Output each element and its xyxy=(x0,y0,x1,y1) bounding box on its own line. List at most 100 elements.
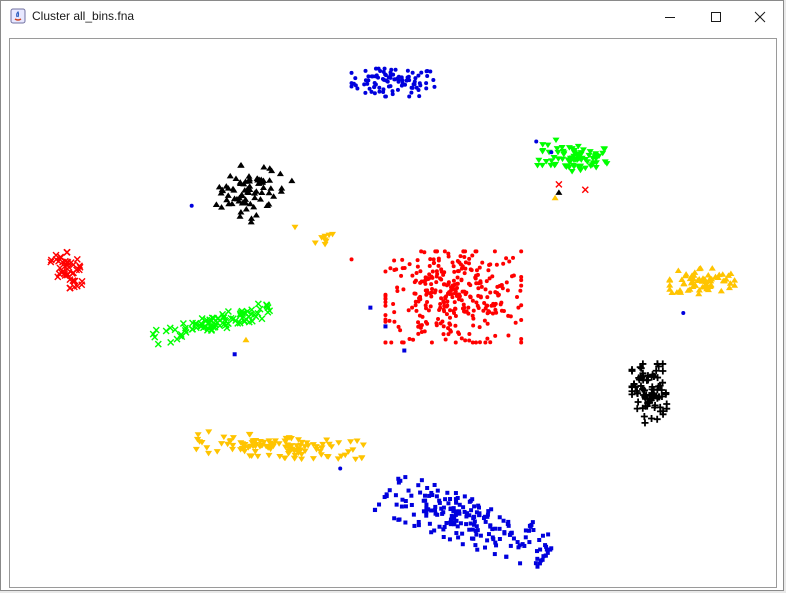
data-point xyxy=(254,300,262,308)
data-point xyxy=(519,274,524,279)
data-point xyxy=(241,448,249,455)
maximize-button[interactable] xyxy=(693,1,739,33)
data-point xyxy=(471,536,476,541)
data-point xyxy=(469,268,474,273)
data-point xyxy=(417,296,422,301)
data-point xyxy=(366,74,371,79)
data-point xyxy=(303,440,311,446)
data-point xyxy=(467,332,472,337)
data-point xyxy=(263,301,271,309)
scatter-plot-panel[interactable] xyxy=(9,38,777,588)
data-point xyxy=(485,303,490,308)
data-point xyxy=(515,295,520,300)
data-point xyxy=(704,284,712,290)
data-point xyxy=(649,371,657,379)
data-point xyxy=(234,319,242,327)
data-point xyxy=(501,518,506,523)
outlier-point xyxy=(338,466,343,471)
data-point xyxy=(434,494,439,499)
data-point xyxy=(540,557,545,562)
data-point xyxy=(479,284,484,289)
outlier-point xyxy=(549,150,554,155)
data-point xyxy=(362,82,367,87)
data-point xyxy=(247,215,255,221)
data-point xyxy=(423,278,428,283)
data-point xyxy=(473,528,478,533)
data-point xyxy=(416,320,421,325)
data-point xyxy=(640,412,648,420)
data-point xyxy=(448,308,453,313)
data-point xyxy=(288,443,296,449)
outlier-point xyxy=(581,186,589,194)
data-point xyxy=(462,509,467,514)
title-bar[interactable]: Cluster all_bins.fna xyxy=(1,1,783,33)
data-point xyxy=(208,314,216,322)
data-point xyxy=(486,532,491,537)
data-point xyxy=(518,288,523,293)
data-point xyxy=(441,527,446,532)
close-button[interactable] xyxy=(737,1,783,33)
data-point xyxy=(601,159,609,165)
data-point xyxy=(238,200,246,206)
data-point xyxy=(403,475,408,480)
data-point xyxy=(321,237,329,243)
data-point xyxy=(240,180,248,187)
data-point xyxy=(282,435,290,442)
data-point xyxy=(448,328,453,333)
cluster-scatter-plot[interactable] xyxy=(10,39,776,587)
data-point xyxy=(218,441,226,447)
data-point xyxy=(256,196,264,202)
data-point xyxy=(474,532,479,537)
data-point xyxy=(655,393,663,401)
data-point xyxy=(699,275,707,281)
data-point xyxy=(537,561,542,566)
data-point xyxy=(351,81,356,86)
data-point xyxy=(457,260,462,265)
data-point xyxy=(463,260,468,265)
data-point xyxy=(443,337,448,342)
data-point xyxy=(344,449,352,455)
data-point xyxy=(319,441,327,448)
data-point xyxy=(443,296,448,301)
data-point xyxy=(477,325,482,330)
data-point xyxy=(446,280,451,285)
data-point xyxy=(270,193,278,199)
data-point xyxy=(475,303,480,308)
data-point xyxy=(242,205,250,212)
data-point xyxy=(429,294,434,299)
data-point xyxy=(516,305,521,310)
data-point xyxy=(485,295,490,300)
data-point xyxy=(485,321,490,326)
data-point xyxy=(437,500,442,505)
data-point xyxy=(489,507,494,512)
data-point xyxy=(464,511,469,516)
data-point xyxy=(66,284,74,292)
data-point xyxy=(268,167,276,174)
data-point xyxy=(508,543,513,548)
data-point xyxy=(485,538,490,543)
data-point xyxy=(554,156,562,162)
minimize-button[interactable] xyxy=(647,1,693,33)
data-point xyxy=(540,533,545,538)
data-point xyxy=(473,249,478,254)
data-point xyxy=(459,266,464,271)
data-point xyxy=(318,235,326,241)
data-point xyxy=(477,340,482,345)
cluster-10-yellow-triangle-down xyxy=(311,231,337,248)
outlier-point xyxy=(555,180,563,188)
data-point xyxy=(250,203,258,210)
outlier-point xyxy=(368,305,373,310)
data-point xyxy=(349,447,357,453)
data-point xyxy=(641,402,649,410)
data-point xyxy=(154,340,162,348)
data-point xyxy=(440,319,445,324)
data-point xyxy=(311,240,319,246)
data-point xyxy=(420,314,425,319)
data-point xyxy=(455,285,460,290)
data-point xyxy=(256,305,264,313)
data-point xyxy=(654,374,662,382)
data-point xyxy=(506,519,511,524)
data-point xyxy=(424,502,429,507)
data-point xyxy=(276,170,284,177)
data-point xyxy=(505,288,510,293)
